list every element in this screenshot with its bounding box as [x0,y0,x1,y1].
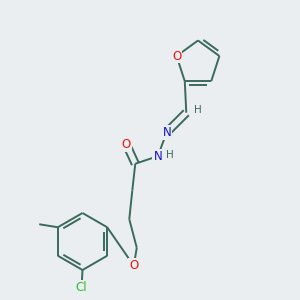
Text: O: O [129,259,138,272]
Text: H: H [194,105,202,115]
Text: O: O [122,138,131,151]
Text: N: N [153,150,162,163]
Text: Cl: Cl [76,280,87,294]
Text: O: O [172,50,181,62]
Text: H: H [167,150,174,160]
Text: N: N [162,126,171,139]
